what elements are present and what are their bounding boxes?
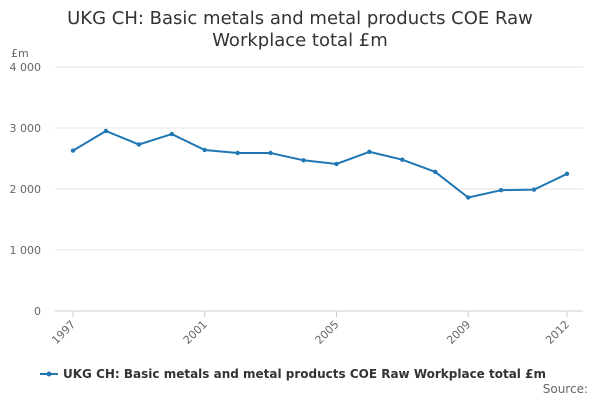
- data-point: [169, 131, 174, 137]
- data-point: [103, 128, 109, 134]
- grid-lines: [55, 66, 583, 251]
- data-point: [498, 188, 504, 193]
- data-point: [202, 147, 207, 153]
- data-point: [433, 169, 438, 175]
- series-layer: [70, 128, 570, 200]
- y-axis-unit-label: £m: [11, 47, 29, 60]
- data-point: [235, 150, 240, 156]
- y-axis-tick-labels: 0 1 000 2 000 3 000 4 000: [10, 61, 42, 318]
- data-point: [268, 150, 273, 156]
- chart-title-line-2: Workplace total £m: [212, 30, 388, 51]
- data-point: [136, 142, 142, 147]
- source-label: Source:: [543, 382, 588, 396]
- data-point: [334, 161, 339, 167]
- x-tick-label: 2012: [543, 318, 572, 347]
- y-tick-label: 1 000: [10, 244, 42, 257]
- x-tick-label: 2005: [313, 318, 342, 347]
- data-point: [531, 187, 537, 192]
- data-point: [466, 195, 471, 200]
- x-tick-label: 2009: [444, 318, 473, 347]
- data-point: [400, 157, 405, 162]
- axes: [55, 310, 583, 317]
- series-line: [72, 129, 568, 199]
- chart-title-line-1: UKG CH: Basic metals and metal products …: [67, 8, 533, 29]
- data-point: [70, 148, 76, 153]
- data-point: [367, 149, 372, 154]
- legend[interactable]: UKG CH: Basic metals and metal products …: [40, 367, 546, 381]
- data-point: [564, 171, 570, 176]
- x-axis-tick-labels: 1997 2001 2005 2009 2012: [49, 318, 572, 347]
- y-tick-label: 3 000: [10, 122, 42, 135]
- y-tick-label: 4 000: [10, 61, 42, 74]
- x-tick-label: 2001: [181, 318, 210, 347]
- x-tick-label: 1997: [49, 318, 78, 347]
- y-tick-label: 0: [34, 305, 41, 318]
- legend-swatch-marker: [46, 371, 52, 377]
- data-point: [301, 158, 306, 163]
- legend-label: UKG CH: Basic metals and metal products …: [63, 367, 546, 381]
- y-tick-label: 2 000: [10, 183, 42, 196]
